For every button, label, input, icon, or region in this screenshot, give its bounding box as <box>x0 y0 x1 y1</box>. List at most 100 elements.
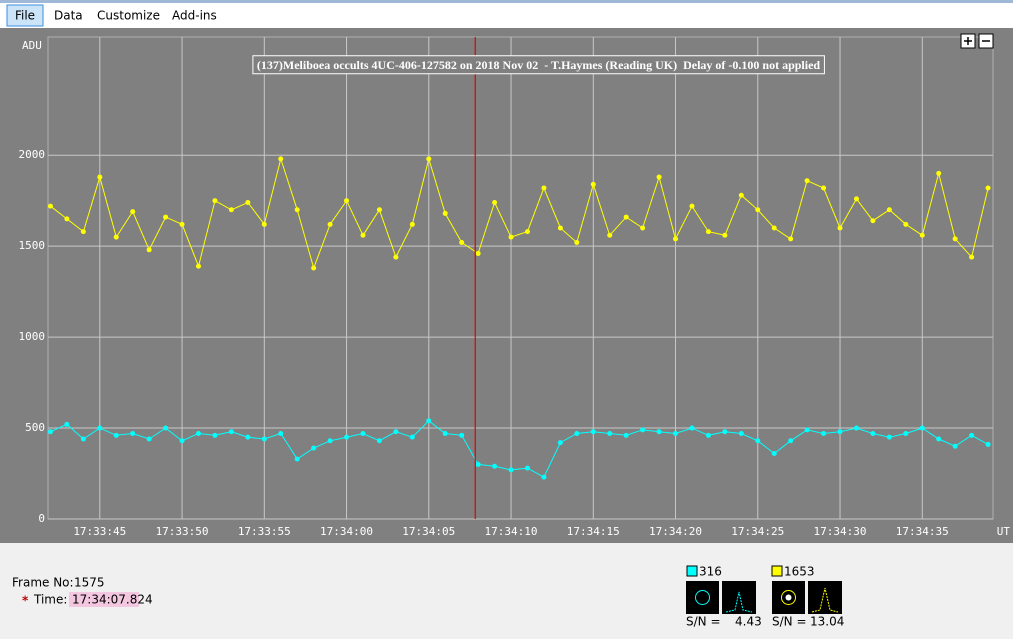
data-point <box>969 432 975 438</box>
x-tick-label: 17:34:05 <box>402 525 455 538</box>
menu-item[interactable]: Data <box>54 9 83 23</box>
window-edge <box>0 0 1013 3</box>
data-point <box>245 434 251 440</box>
data-point <box>903 221 909 227</box>
data-point <box>442 431 448 437</box>
data-point <box>97 425 103 431</box>
data-point <box>64 216 70 222</box>
data-point <box>508 467 514 473</box>
menu-bar <box>0 0 1013 28</box>
data-point <box>821 431 827 437</box>
data-point <box>623 432 629 438</box>
star-image <box>785 594 792 601</box>
data-point <box>97 174 103 180</box>
data-point <box>870 431 876 437</box>
data-point <box>492 200 498 206</box>
data-point <box>212 432 218 438</box>
chart-title: (137)Meliboea occults 4UC-406-127582 on … <box>257 58 821 72</box>
data-point <box>113 432 119 438</box>
snr-value: 13.04 <box>810 615 844 629</box>
data-point <box>689 425 695 431</box>
x-tick-label: 17:34:20 <box>649 525 702 538</box>
data-point <box>804 178 810 184</box>
data-point <box>755 438 761 444</box>
snr-label: S/N = <box>686 615 721 629</box>
data-point <box>212 198 218 204</box>
data-point <box>360 232 366 238</box>
data-point <box>524 465 530 471</box>
data-point <box>886 434 892 440</box>
data-point <box>130 431 136 437</box>
data-point <box>459 240 465 246</box>
psf-thumbnail <box>808 581 842 614</box>
data-point <box>640 225 646 231</box>
psf-thumbnail <box>722 581 756 614</box>
plus-icon <box>964 37 972 45</box>
data-point <box>360 431 366 437</box>
data-point <box>393 254 399 260</box>
data-point <box>952 236 958 242</box>
data-point <box>607 232 613 238</box>
data-point <box>853 196 859 202</box>
data-point <box>919 232 925 238</box>
time-value: 17:34:07.824 <box>72 593 153 607</box>
data-point <box>475 461 481 467</box>
data-point <box>985 185 991 191</box>
data-point <box>936 170 942 176</box>
data-point <box>886 207 892 213</box>
data-point <box>47 429 53 435</box>
data-point <box>327 438 333 444</box>
data-point <box>344 198 350 204</box>
menu-item[interactable]: File <box>15 9 35 23</box>
aperture-ring <box>695 590 710 605</box>
y-tick-label: 0 <box>38 512 45 525</box>
data-point <box>722 232 728 238</box>
x-tick-label: 17:34:30 <box>814 525 867 538</box>
data-point <box>228 207 234 213</box>
data-point <box>80 436 86 442</box>
data-point <box>261 436 267 442</box>
data-point <box>985 441 991 447</box>
data-point <box>705 432 711 438</box>
data-point <box>47 203 53 209</box>
data-point <box>853 425 859 431</box>
data-point <box>311 265 317 271</box>
data-point <box>821 185 827 191</box>
data-point <box>508 234 514 240</box>
data-point <box>919 425 925 431</box>
data-point <box>689 203 695 209</box>
data-point <box>952 443 958 449</box>
time-star: * <box>22 594 29 608</box>
x-tick-label: 17:33:55 <box>238 525 291 538</box>
data-point <box>755 207 761 213</box>
time-highlight <box>69 592 139 607</box>
menu-item[interactable]: Add-ins <box>172 9 217 23</box>
data-point <box>870 218 876 224</box>
data-point <box>541 474 547 480</box>
menu-item[interactable]: Customize <box>97 9 160 23</box>
data-point <box>788 236 794 242</box>
legend-swatch <box>771 565 783 577</box>
x-axis-label: UT <box>997 525 1011 538</box>
data-point <box>574 431 580 437</box>
time-label: Time: <box>33 593 67 607</box>
data-point <box>722 429 728 435</box>
plot: 0 500 1000 1500 2000 17:33:45 17:33:50 17:33:55… <box>19 36 1011 538</box>
snr-value: 4.43 <box>735 615 762 629</box>
data-point <box>788 438 794 444</box>
data-point <box>376 438 382 444</box>
menu-highlight[interactable] <box>6 4 44 27</box>
data-point <box>771 451 777 457</box>
x-tick-label: 17:34:15 <box>567 525 620 538</box>
data-point <box>574 240 580 246</box>
y-tick-label: 2000 <box>19 148 46 161</box>
data-point <box>294 456 300 462</box>
data-point <box>409 221 415 227</box>
data-point <box>673 431 679 437</box>
y-tick-label: 1500 <box>19 239 46 252</box>
psf-profile <box>725 591 753 613</box>
data-point <box>492 463 498 469</box>
data-point <box>524 229 530 235</box>
data-point <box>607 431 613 437</box>
